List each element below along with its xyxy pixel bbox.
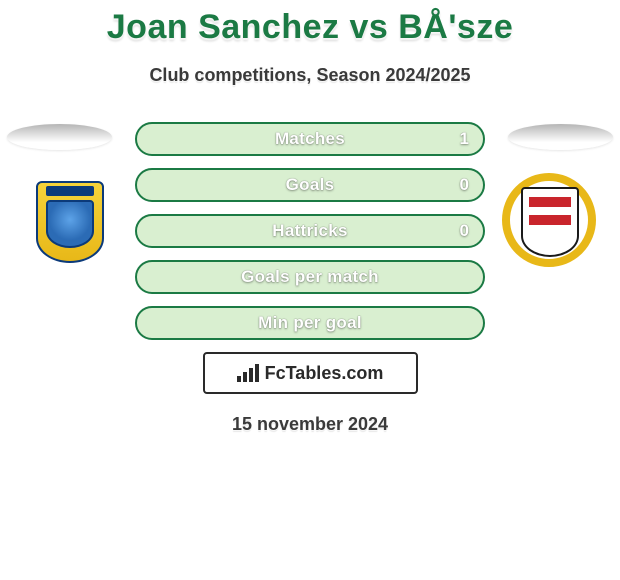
- stats-list: Matches 1 Goals 0 Hattricks 0 Goals per …: [135, 122, 485, 340]
- stat-label: Hattricks: [272, 221, 347, 241]
- page-subtitle: Club competitions, Season 2024/2025: [0, 65, 620, 86]
- fctables-chart-icon: [237, 364, 259, 382]
- page-title: Joan Sanchez vs BÅ'sze: [0, 0, 620, 47]
- comparison-card: Joan Sanchez vs BÅ'sze Club competitions…: [0, 0, 620, 435]
- branding-box: FcTables.com: [203, 352, 418, 394]
- mfk-zemplin-crest-icon: [36, 181, 104, 263]
- stat-value-right: 0: [460, 221, 469, 241]
- stat-label: Min per goal: [258, 313, 362, 333]
- stat-label: Goals per match: [241, 267, 379, 287]
- stat-row-min-per-goal: Min per goal: [135, 306, 485, 340]
- stat-value-right: 1: [460, 129, 469, 149]
- stat-row-hattricks: Hattricks 0: [135, 214, 485, 248]
- club-badge-left: [20, 178, 120, 266]
- stat-row-goals: Goals 0: [135, 168, 485, 202]
- stat-value-right: 0: [460, 175, 469, 195]
- player-right-ellipse: [508, 124, 613, 150]
- club-badge-right: [500, 178, 600, 266]
- date-label: 15 november 2024: [0, 414, 620, 435]
- stat-row-matches: Matches 1: [135, 122, 485, 156]
- stat-label: Goals: [286, 175, 335, 195]
- branding-text: FcTables.com: [265, 363, 384, 384]
- dukla-bystrica-crest-icon: [512, 179, 588, 265]
- crest-shield: [521, 187, 579, 257]
- stat-label: Matches: [275, 129, 345, 149]
- player-left-ellipse: [7, 124, 112, 150]
- stat-row-goals-per-match: Goals per match: [135, 260, 485, 294]
